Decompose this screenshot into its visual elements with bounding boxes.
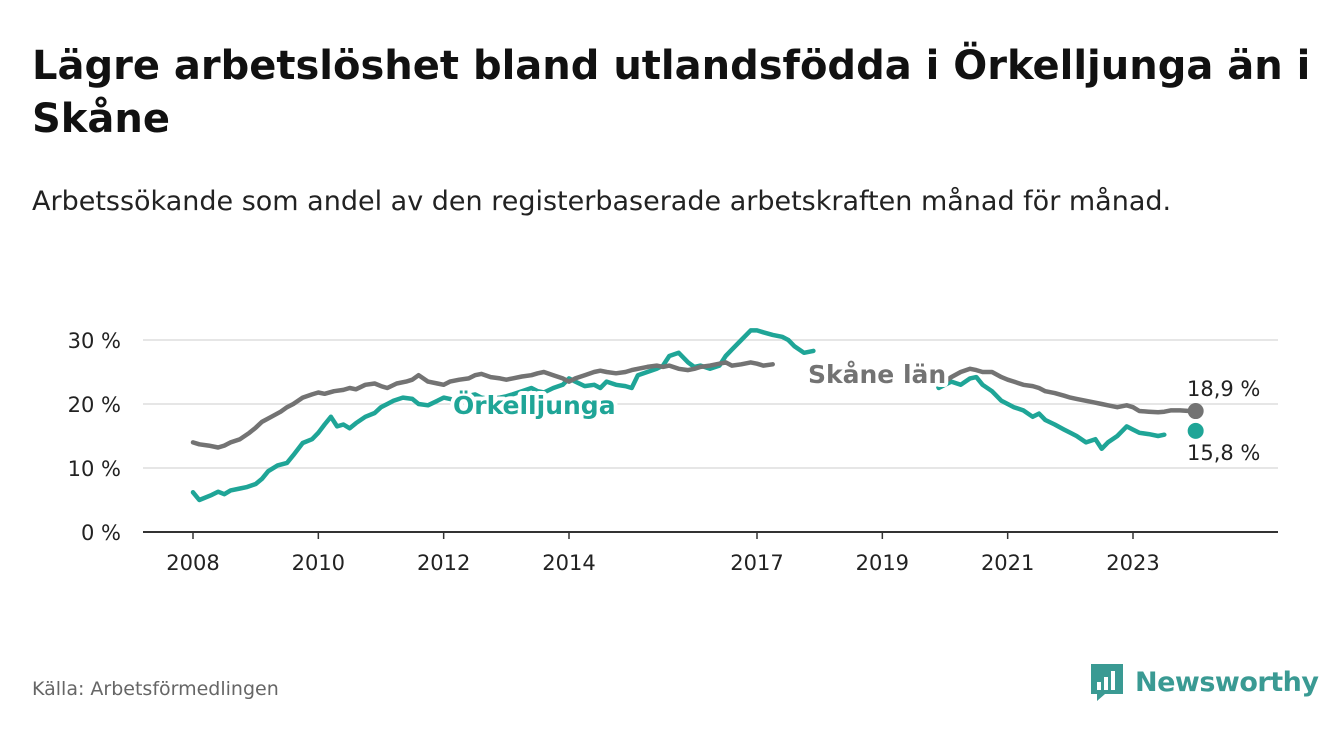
brand-name: Newsworthy — [1135, 666, 1319, 698]
page-title: Lägre arbetslöshet bland utlandsfödda i … — [32, 43, 1311, 142]
y-axis-ticks: 0 % 10 % 20 % 30 % — [68, 329, 121, 545]
end-label-orkelljunga: 15,8 % — [1187, 441, 1260, 465]
newsworthy-logo-icon — [1091, 664, 1123, 701]
x-tick-label: 2008 — [166, 551, 219, 575]
end-point-orkelljunga — [1187, 422, 1204, 439]
x-tick-label: 2019 — [856, 551, 909, 575]
series-line-skane-0 — [190, 360, 775, 450]
x-tick-label: 2014 — [542, 551, 595, 575]
x-tick-label: 2012 — [417, 551, 470, 575]
x-axis-ticks: 2008 2010 2012 2014 2017 2019 2021 2023 — [166, 532, 1160, 575]
y-tick-label: 0 % — [81, 521, 121, 545]
end-label-skane: 18,9 % — [1187, 377, 1260, 401]
y-tick-label: 20 % — [68, 393, 121, 417]
series-lines — [190, 328, 1204, 503]
series-label-skane: Skåne län — [808, 360, 946, 389]
y-tick-label: 10 % — [68, 457, 121, 481]
end-point-skane — [1187, 403, 1204, 420]
x-tick-label: 2010 — [292, 551, 345, 575]
y-tick-label: 30 % — [68, 329, 121, 353]
gridlines — [143, 339, 1278, 469]
brand-logo: Newsworthy — [1089, 660, 1319, 704]
x-tick-label: 2017 — [730, 551, 783, 575]
x-tick-label: 2023 — [1106, 551, 1159, 575]
chart-subtitle: Arbetssökande som andel av den registerb… — [32, 186, 1172, 217]
series-label-orkelljunga: Örkelljunga — [453, 390, 616, 420]
x-tick-label: 2021 — [981, 551, 1034, 575]
series-line-skane-1 — [917, 366, 1198, 415]
series-line-orkelljunga-2 — [917, 367, 1167, 452]
source-note: Källa: Arbetsförmedlingen — [32, 678, 279, 700]
